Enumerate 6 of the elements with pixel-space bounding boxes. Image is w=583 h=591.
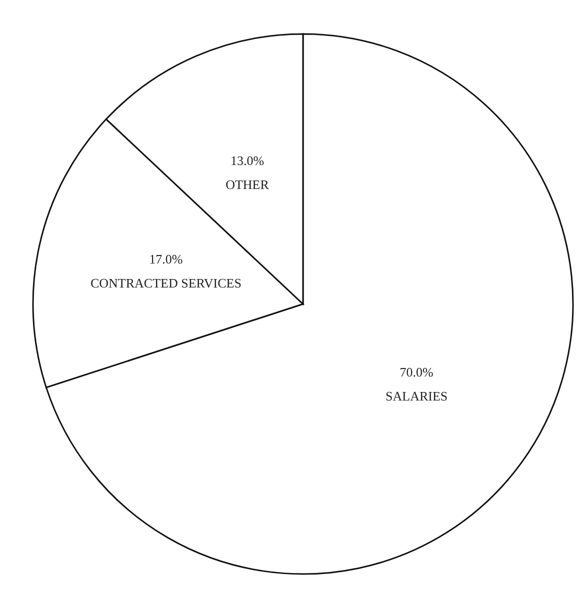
data-label: 17.0%: [149, 251, 183, 266]
data-label: 70.0%: [400, 364, 434, 380]
slice-label: OTHER: [226, 177, 270, 192]
data-label: 13.0%: [230, 153, 264, 168]
slice-label: CONTRACTED SERVICES: [90, 275, 242, 290]
slice-label: SALARIES: [386, 388, 448, 404]
